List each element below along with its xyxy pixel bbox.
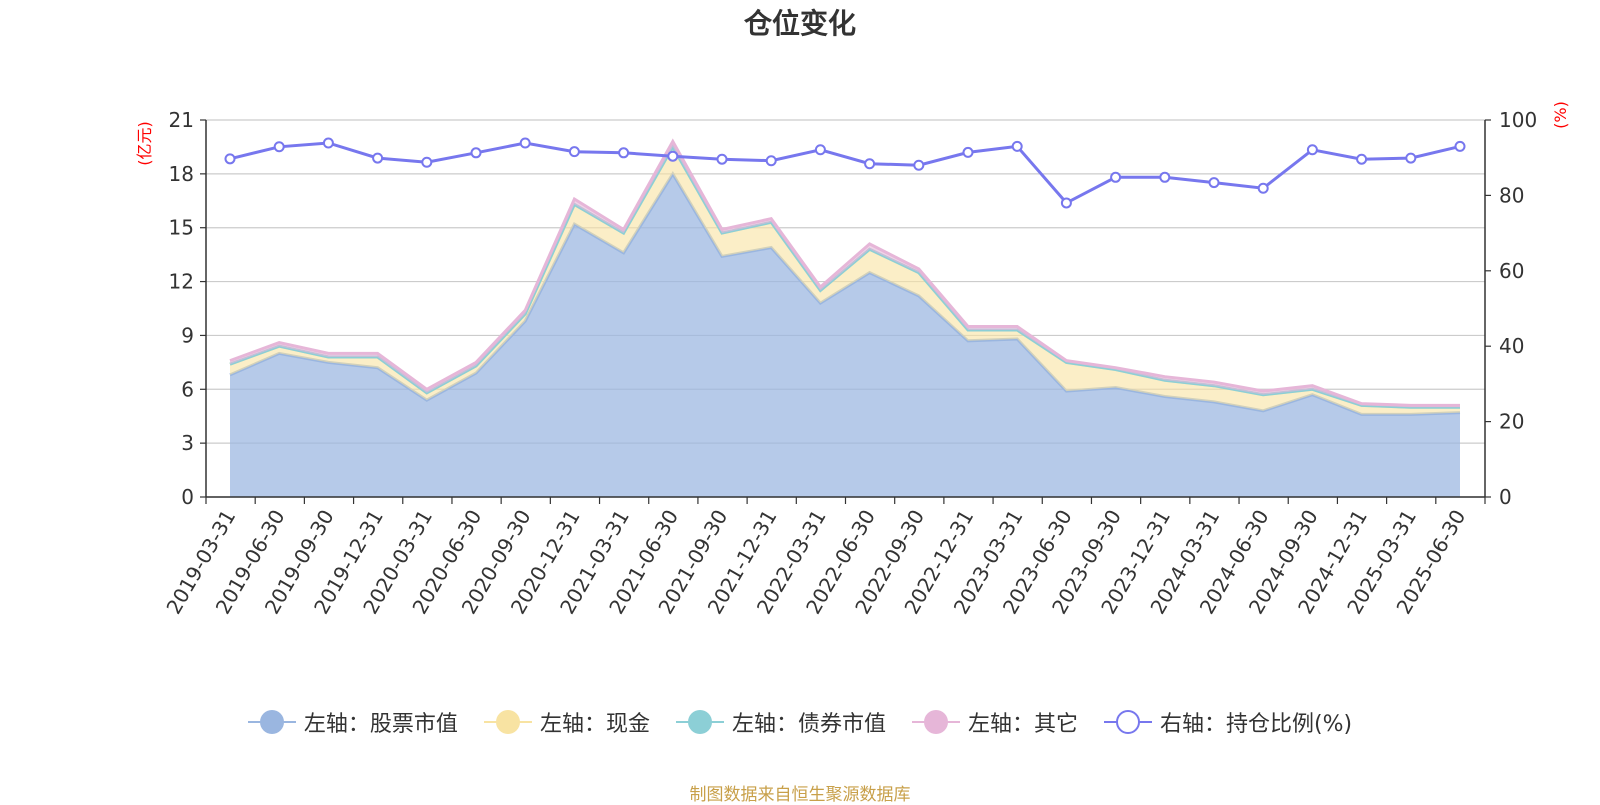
right-unit-label: (%) (1551, 101, 1570, 129)
left-tick-label: 9 (181, 323, 194, 347)
ratio-point (224, 153, 236, 165)
legend-label: 左轴：债券市值 (731, 712, 886, 737)
ratio-point (519, 137, 531, 149)
legend-marker-icon (483, 709, 532, 735)
ratio-point (1208, 177, 1220, 189)
ratio-line (229, 141, 1461, 205)
right-tick-label: 100 (1499, 108, 1537, 132)
ratio-point (1159, 171, 1171, 183)
legend-label: 右轴：持仓比例(%) (1159, 712, 1353, 737)
source-note: 制图数据来自恒生聚源数据库 (689, 785, 911, 805)
chart-legend: 左轴：股票市值 左轴：现金 左轴：债券市值 左轴：其它 右轴：持仓比例(%) (0, 706, 1600, 738)
legend-marker-icon (675, 709, 724, 735)
legend-item[interactable]: 左轴：债券市值 (675, 706, 886, 738)
legend-item[interactable]: 左轴：其它 (911, 706, 1078, 738)
ratio-point (372, 152, 384, 164)
area-series-0 (230, 173, 1460, 497)
ratio-point (273, 141, 285, 153)
ratio-point (1306, 144, 1318, 156)
ratio-point (618, 147, 630, 159)
legend-marker-icon (1103, 709, 1152, 735)
ratio-point (1454, 140, 1466, 152)
legend-label: 左轴：现金 (539, 712, 650, 737)
ratio-point (962, 146, 974, 158)
left-tick-label: 21 (169, 108, 194, 132)
legend-label: 左轴：股票市值 (303, 712, 458, 737)
legend-marker-icon (247, 709, 296, 735)
ratio-point (716, 153, 728, 165)
left-unit-label: (亿元) (135, 121, 154, 166)
left-tick-label: 18 (169, 162, 194, 186)
right-tick-label: 60 (1499, 259, 1524, 283)
left-tick-label: 6 (181, 377, 194, 401)
ratio-point (1011, 140, 1023, 152)
ratio-point (913, 159, 925, 171)
ratio-point (864, 158, 876, 170)
right-tick-label: 80 (1499, 183, 1524, 207)
left-tick-label: 15 (169, 216, 194, 240)
legend-item[interactable]: 左轴：现金 (483, 706, 650, 738)
chart-title: 仓位变化 (743, 7, 856, 40)
right-tick-label: 20 (1499, 410, 1524, 434)
legend-label: 左轴：其它 (967, 712, 1078, 737)
ratio-point (470, 147, 482, 159)
ratio-point (1257, 182, 1269, 194)
left-tick-label: 0 (181, 485, 194, 509)
ratio-point (421, 156, 433, 168)
ratio-point (1110, 171, 1122, 183)
ratio-point (765, 155, 777, 167)
chart-plot: 036912151821020406080100(亿元)(%)2019-03-3… (135, 101, 1570, 618)
left-tick-label: 3 (181, 431, 194, 455)
right-tick-label: 40 (1499, 334, 1524, 358)
ratio-point (1405, 152, 1417, 164)
right-tick-label: 0 (1499, 485, 1512, 509)
ratio-point (1060, 197, 1072, 209)
ratio-point (814, 144, 826, 156)
ratio-point (667, 150, 679, 162)
legend-item[interactable]: 左轴：股票市值 (247, 706, 458, 738)
legend-item[interactable]: 右轴：持仓比例(%) (1103, 706, 1353, 738)
legend-marker-icon (911, 709, 960, 735)
ratio-point (568, 146, 580, 158)
left-tick-label: 12 (169, 270, 194, 294)
area-series-1 (230, 146, 1460, 415)
ratio-point (1356, 153, 1368, 165)
area-line-series-3 (229, 138, 1460, 407)
ratio-point (322, 137, 334, 149)
